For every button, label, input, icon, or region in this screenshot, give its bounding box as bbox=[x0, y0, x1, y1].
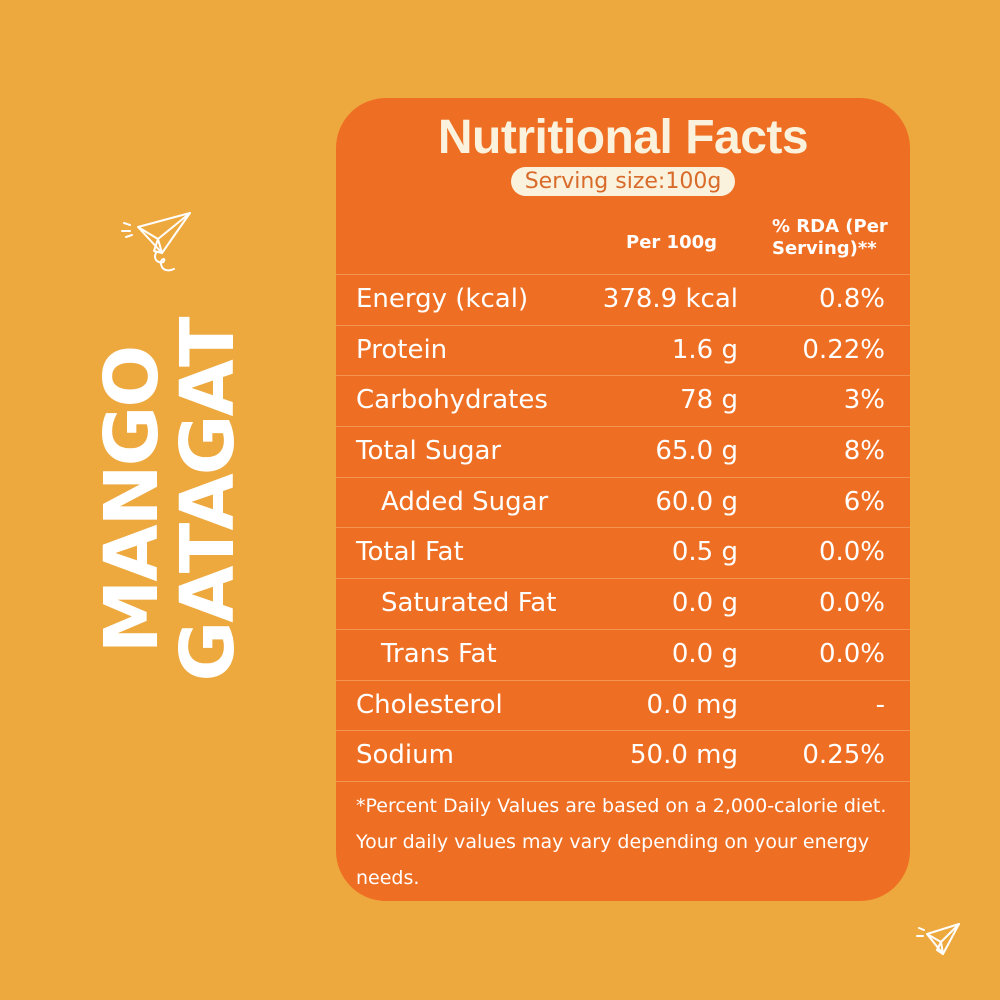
table-row: Total Sugar 65.0 g 8% bbox=[336, 426, 910, 477]
nutrient-name: Protein bbox=[356, 334, 448, 365]
nutrient-rda: 0.0% bbox=[818, 537, 885, 568]
nutrient-rda: 6% bbox=[843, 486, 885, 517]
table-row: Energy (kcal) 378.9 kcal 0.8% bbox=[336, 274, 910, 325]
table-row: Carbohydrates 78 g 3% bbox=[336, 375, 910, 426]
product-name: MANGO GATAGAT bbox=[89, 318, 251, 682]
table-row: Cholesterol 0.0 mg - bbox=[336, 679, 910, 731]
paper-plane-icon bbox=[121, 212, 191, 272]
table-row: Trans Fat 0.0 g 0.0% bbox=[336, 628, 910, 680]
paper-plane-icon bbox=[916, 923, 960, 955]
nutrient-rda: 0.25% bbox=[802, 740, 885, 771]
nutrient-name: Saturated Fat bbox=[381, 588, 557, 619]
serving-size-badge: Serving size:100g bbox=[510, 167, 736, 196]
footnote: *Percent Daily Values are based on a 2,0… bbox=[356, 795, 887, 889]
nutrient-rda: 0.22% bbox=[802, 334, 885, 365]
nutrient-rda: 0.8% bbox=[818, 284, 885, 314]
nutrient-name: Energy (kcal) bbox=[356, 284, 529, 314]
nutrient-name: Total Sugar bbox=[356, 436, 502, 467]
nutrient-rda: 3% bbox=[843, 385, 885, 416]
nutrient-name: Carbohydrates bbox=[356, 385, 548, 416]
nutrient-rda: 8% bbox=[843, 436, 885, 467]
table-row: Protein 1.6 g 0.22% bbox=[336, 324, 910, 376]
column-header-rda: % RDA (Per Serving)** bbox=[772, 216, 888, 259]
nutrient-amount: 0.0 g bbox=[671, 638, 738, 669]
table-divider bbox=[336, 780, 910, 782]
nutrient-name: Total Fat bbox=[356, 537, 464, 568]
nutrient-amount: 0.0 g bbox=[671, 588, 738, 619]
nutrient-name: Trans Fat bbox=[381, 638, 497, 669]
product-name-line2: GATAGAT bbox=[165, 318, 251, 682]
table-row: Added Sugar 60.0 g 6% bbox=[336, 476, 910, 528]
table-row: Sodium 50.0 mg 0.25% bbox=[336, 730, 910, 781]
product-name-line1: MANGO bbox=[89, 346, 175, 654]
nutrient-amount: 78 g bbox=[680, 385, 738, 416]
nutrient-amount: 1.6 g bbox=[671, 334, 738, 365]
nutrient-amount: 0.5 g bbox=[671, 537, 738, 568]
column-header-per-100g: Per 100g bbox=[626, 232, 718, 253]
nutrient-name: Added Sugar bbox=[381, 486, 549, 517]
nutrient-amount: 0.0 mg bbox=[646, 689, 738, 720]
table-row: Saturated Fat 0.0 g 0.0% bbox=[336, 578, 910, 629]
nutrient-rda: - bbox=[875, 689, 885, 720]
nutrition-table: Energy (kcal) 378.9 kcal 0.8% Protein 1.… bbox=[336, 274, 910, 782]
nutrient-name: Cholesterol bbox=[356, 689, 503, 720]
nutrient-rda: 0.0% bbox=[818, 588, 885, 619]
panel-title: Nutritional Facts bbox=[437, 111, 809, 164]
nutrient-name: Sodium bbox=[356, 740, 454, 771]
table-row: Total Fat 0.5 g 0.0% bbox=[336, 527, 910, 578]
nutrient-amount: 50.0 mg bbox=[630, 740, 738, 771]
nutrient-amount: 60.0 g bbox=[655, 486, 738, 517]
nutrient-amount: 378.9 kcal bbox=[602, 284, 738, 314]
nutrient-rda: 0.0% bbox=[818, 638, 885, 669]
nutrient-amount: 65.0 g bbox=[655, 436, 738, 467]
nutrition-panel: Nutritional Facts Serving size:100g Per … bbox=[336, 98, 910, 901]
